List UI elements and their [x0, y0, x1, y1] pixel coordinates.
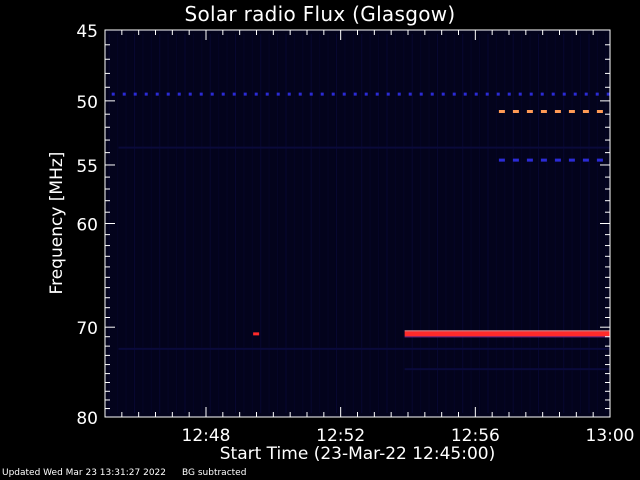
updated-text: Updated Wed Mar 23 13:31:27 2022 [2, 468, 166, 478]
bg-note: BG subtracted [182, 468, 247, 478]
x-tick-label: 12:56 [451, 426, 500, 446]
spectrogram-features [108, 34, 610, 413]
x-axis-label: Start Time (23-Mar-22 12:45:00) [219, 444, 496, 464]
chart-title: Solar radio Flux (Glasgow) [184, 2, 456, 26]
y-tick-label: 55 [76, 157, 98, 177]
y-tick-label: 80 [76, 409, 98, 429]
x-tick-label: 12:52 [316, 426, 365, 446]
y-tick-label: 45 [76, 22, 98, 42]
plot-area [105, 30, 610, 417]
footer: Updated Wed Mar 23 13:31:27 2022 BG subtr… [2, 468, 262, 478]
x-tick-label: 12:48 [182, 426, 231, 446]
y-tick-label: 50 [76, 93, 98, 113]
x-tick-label: 13:00 [586, 426, 635, 446]
y-tick-label: 70 [76, 319, 98, 339]
y-axis-label: Frequency [MHz] [47, 152, 67, 295]
y-tick-label: 60 [76, 216, 98, 236]
axes: 45 50 55 60 70 80 12:48 12:52 12:56 13:00 [76, 22, 634, 446]
